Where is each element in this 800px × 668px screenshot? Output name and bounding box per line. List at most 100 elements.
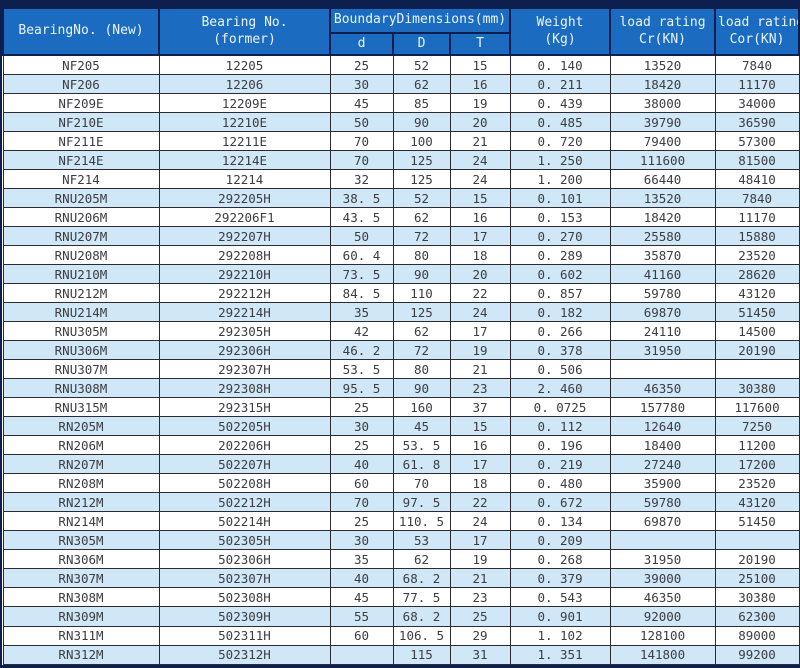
table-cell: 15	[449, 54, 511, 76]
table-cell: RNU205M	[2, 188, 160, 209]
table-cell: 68. 2	[392, 606, 451, 627]
table-cell: 292206F1	[158, 207, 331, 228]
table-cell: 23	[449, 378, 511, 399]
table-cell: 97. 5	[392, 492, 451, 513]
table-row: NF214E 12214E 70 125 24 1. 250 111600 81500	[2, 150, 800, 171]
table-row: RN308M 502308H 45 77. 5 23 0. 543 46350 30380	[2, 587, 800, 608]
table-cell: 43. 5	[329, 207, 394, 228]
table-cell: 15880	[714, 226, 800, 247]
table-cell: 46. 2	[329, 340, 394, 361]
table-cell: 110	[392, 283, 451, 304]
table-cell: 22	[449, 492, 511, 513]
table-cell: 160	[392, 397, 451, 418]
table-cell: 12214E	[158, 150, 331, 171]
table-cell: 17	[449, 530, 511, 551]
table-cell: 292307H	[158, 359, 331, 380]
table-cell: 17	[449, 226, 511, 247]
table-cell: 111600	[609, 150, 716, 171]
table-row: RN208M 502208H 60 70 18 0. 480 35900 23520	[2, 473, 800, 494]
table-cell: 80	[392, 245, 451, 266]
table-cell: 62	[392, 549, 451, 570]
table-cell: 38000	[609, 93, 716, 114]
table-row: RN205M 502205H 30 45 15 0. 112 12640 7250	[2, 416, 800, 437]
table-cell: RNU214M	[2, 302, 160, 323]
table-cell: 7840	[714, 188, 800, 209]
table-cell: 0. 268	[509, 549, 611, 570]
table-cell: 90	[392, 378, 451, 399]
table-cell: 60	[329, 473, 394, 494]
table-cell: 125	[392, 302, 451, 323]
table-cell: 24	[449, 302, 511, 323]
col-header-D: D	[392, 32, 451, 56]
table-cell: 53. 5	[329, 359, 394, 380]
table-cell: 12210E	[158, 112, 331, 133]
table-cell: 0. 101	[509, 188, 611, 209]
table-cell: 50	[329, 226, 394, 247]
table-row: RN307M 502307H 40 68. 2 21 0. 379 39000 25100	[2, 568, 800, 589]
table-cell: 66440	[609, 169, 716, 190]
table-cell: 16	[449, 435, 511, 456]
table-cell: 292205H	[158, 188, 331, 209]
table-cell: 0. 672	[509, 492, 611, 513]
table-cell	[329, 644, 394, 666]
table-cell: 70	[329, 131, 394, 152]
table-cell: 22	[449, 283, 511, 304]
table-cell: 16	[449, 207, 511, 228]
table-cell: 89000	[714, 625, 800, 646]
table-row: RNU207M 292207H 50 72 17 0. 270 25580 15880	[2, 226, 800, 247]
table-cell: 25	[329, 397, 394, 418]
table-cell: 27240	[609, 454, 716, 475]
table-cell: 43120	[714, 492, 800, 513]
table-cell: 24	[449, 150, 511, 171]
table-cell: 502207H	[158, 454, 331, 475]
table-cell: 57300	[714, 131, 800, 152]
table-cell: 0. 506	[509, 359, 611, 380]
table-cell: 12209E	[158, 93, 331, 114]
col-header-bearing-new: BearingNo. (New)	[2, 7, 160, 56]
table-row: RNU315M 292315H 25 160 37 0. 0725 157780 117600	[2, 397, 800, 418]
table-cell: 61. 8	[392, 454, 451, 475]
table-cell: RNU212M	[2, 283, 160, 304]
table-cell: 42	[329, 321, 394, 342]
table-cell: RN311M	[2, 625, 160, 646]
col-header-weight: Weight (Kg)	[509, 7, 612, 56]
table-cell: 23	[449, 587, 511, 608]
table-cell: NF214E	[2, 150, 160, 171]
table-cell: 79400	[609, 131, 716, 152]
table-cell: 7840	[714, 54, 800, 76]
table-row: RN212M 502212H 70 97. 5 22 0. 672 59780 43120	[2, 492, 800, 513]
table-cell: 502312H	[158, 644, 331, 666]
table-cell: NF211E	[2, 131, 160, 152]
table-cell: 292208H	[158, 245, 331, 266]
table-cell: 31	[449, 644, 511, 666]
table-cell: 0. 196	[509, 435, 611, 456]
table-cell: RNU315M	[2, 397, 160, 418]
table-cell: 16	[449, 74, 511, 95]
table-cell: 23520	[714, 245, 800, 266]
col-header-bearing-new-label: BearingNo. (New)	[18, 23, 144, 39]
table-cell: 17	[449, 321, 511, 342]
bearing-spec-table: BearingNo. (New) Bearing No. (former) Bo…	[2, 7, 800, 666]
col-header-T: T	[448, 32, 512, 56]
table-cell: 43120	[714, 283, 800, 304]
table-cell: 59780	[609, 283, 716, 304]
table-row: NF209E 12209E 45 85 19 0. 439 38000 34000	[2, 93, 800, 114]
table-cell: RNU206M	[2, 207, 160, 228]
table-cell: 202206H	[158, 435, 331, 456]
table-cell: 502305H	[158, 530, 331, 551]
table-cell: 48410	[714, 169, 800, 190]
table-cell: 0. 378	[509, 340, 611, 361]
table-row: NF206 12206 30 62 16 0. 211 18420 11170	[2, 74, 800, 95]
table-row: RN306M 502306H 35 62 19 0. 268 31950 20190	[2, 549, 800, 570]
table-cell: 100	[392, 131, 451, 152]
table-cell: 59780	[609, 492, 716, 513]
table-cell: 52	[392, 54, 451, 76]
table-cell: 0. 140	[509, 54, 611, 76]
table-cell: 52	[392, 188, 451, 209]
table-cell: 85	[392, 93, 451, 114]
table-cell: 32	[329, 169, 394, 190]
col-header-load-rating-cor: load rating Cor(KN)	[714, 7, 800, 56]
table-cell: 62	[392, 74, 451, 95]
table-cell: 292315H	[158, 397, 331, 418]
